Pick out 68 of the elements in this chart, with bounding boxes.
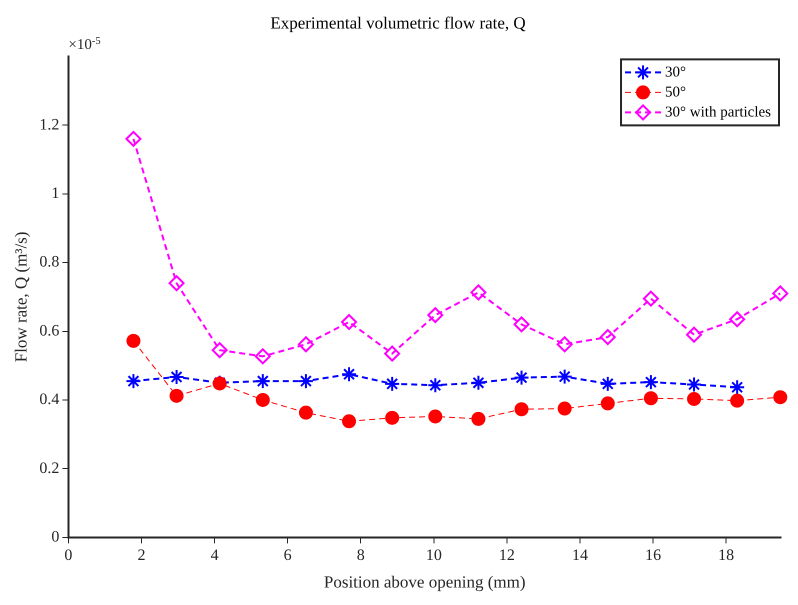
point (168, 275, 185, 292)
point (471, 412, 486, 426)
point (600, 396, 615, 410)
x-tick-label: 8 (356, 547, 365, 564)
point (384, 346, 400, 362)
point (773, 390, 788, 404)
point (428, 409, 442, 424)
point (514, 316, 530, 332)
legend-label: 30° with particles (665, 104, 772, 120)
y-tick-label: 1 (51, 185, 60, 202)
y-axis-title: Flow rate, Q (m³/s) (12, 232, 31, 362)
point (686, 376, 702, 393)
point (729, 311, 746, 328)
point (170, 388, 184, 403)
point (514, 370, 530, 386)
point (686, 326, 702, 343)
y-tick-label: 0.4 (39, 391, 60, 408)
point (600, 329, 616, 346)
x-axis-title: Position above opening (mm) (324, 572, 526, 592)
legend-label: 30° (665, 64, 686, 80)
point (556, 336, 573, 352)
x-tick-label: 6 (284, 547, 292, 564)
point (254, 348, 271, 364)
point (470, 374, 486, 391)
point (298, 336, 314, 352)
x-tick-label: 10 (426, 547, 442, 564)
y-tick-label: 1.2 (39, 116, 60, 134)
x-tick-label: 18 (718, 547, 734, 564)
point (470, 284, 486, 300)
x-tick-label: 14 (572, 547, 588, 564)
x-tick-label: 4 (210, 547, 219, 564)
chart-title: Experimental volumetric flow rate, Q (270, 14, 526, 33)
point (772, 285, 788, 302)
point (254, 373, 271, 390)
point (384, 376, 400, 392)
point (298, 406, 313, 420)
point (729, 379, 746, 396)
point (687, 392, 702, 406)
point (125, 130, 142, 147)
point (642, 374, 659, 390)
point (168, 368, 185, 385)
point (126, 334, 140, 348)
point (212, 342, 228, 358)
point (342, 414, 356, 428)
point (385, 410, 400, 425)
point (644, 391, 658, 406)
x-tick-label: 0 (64, 547, 72, 564)
y-tick-label: 0.2 (39, 460, 60, 477)
point (514, 402, 529, 416)
point (600, 376, 616, 392)
y-tick-label: 0.6 (39, 322, 60, 340)
point (556, 368, 573, 385)
point (341, 366, 358, 382)
x-tick-label: 12 (498, 547, 515, 564)
legend-label: 50° (665, 84, 686, 100)
point (125, 373, 142, 390)
y-tick-label: 0 (51, 528, 60, 546)
point (642, 290, 659, 307)
x-tick-label: 16 (645, 547, 662, 564)
point (427, 307, 444, 324)
point (298, 373, 314, 390)
point (730, 394, 744, 408)
x-tick-label: 2 (137, 547, 146, 564)
point (427, 377, 444, 394)
point (256, 392, 270, 407)
point (341, 314, 358, 330)
y-tick-label: 0.8 (39, 254, 60, 271)
point (558, 402, 572, 416)
